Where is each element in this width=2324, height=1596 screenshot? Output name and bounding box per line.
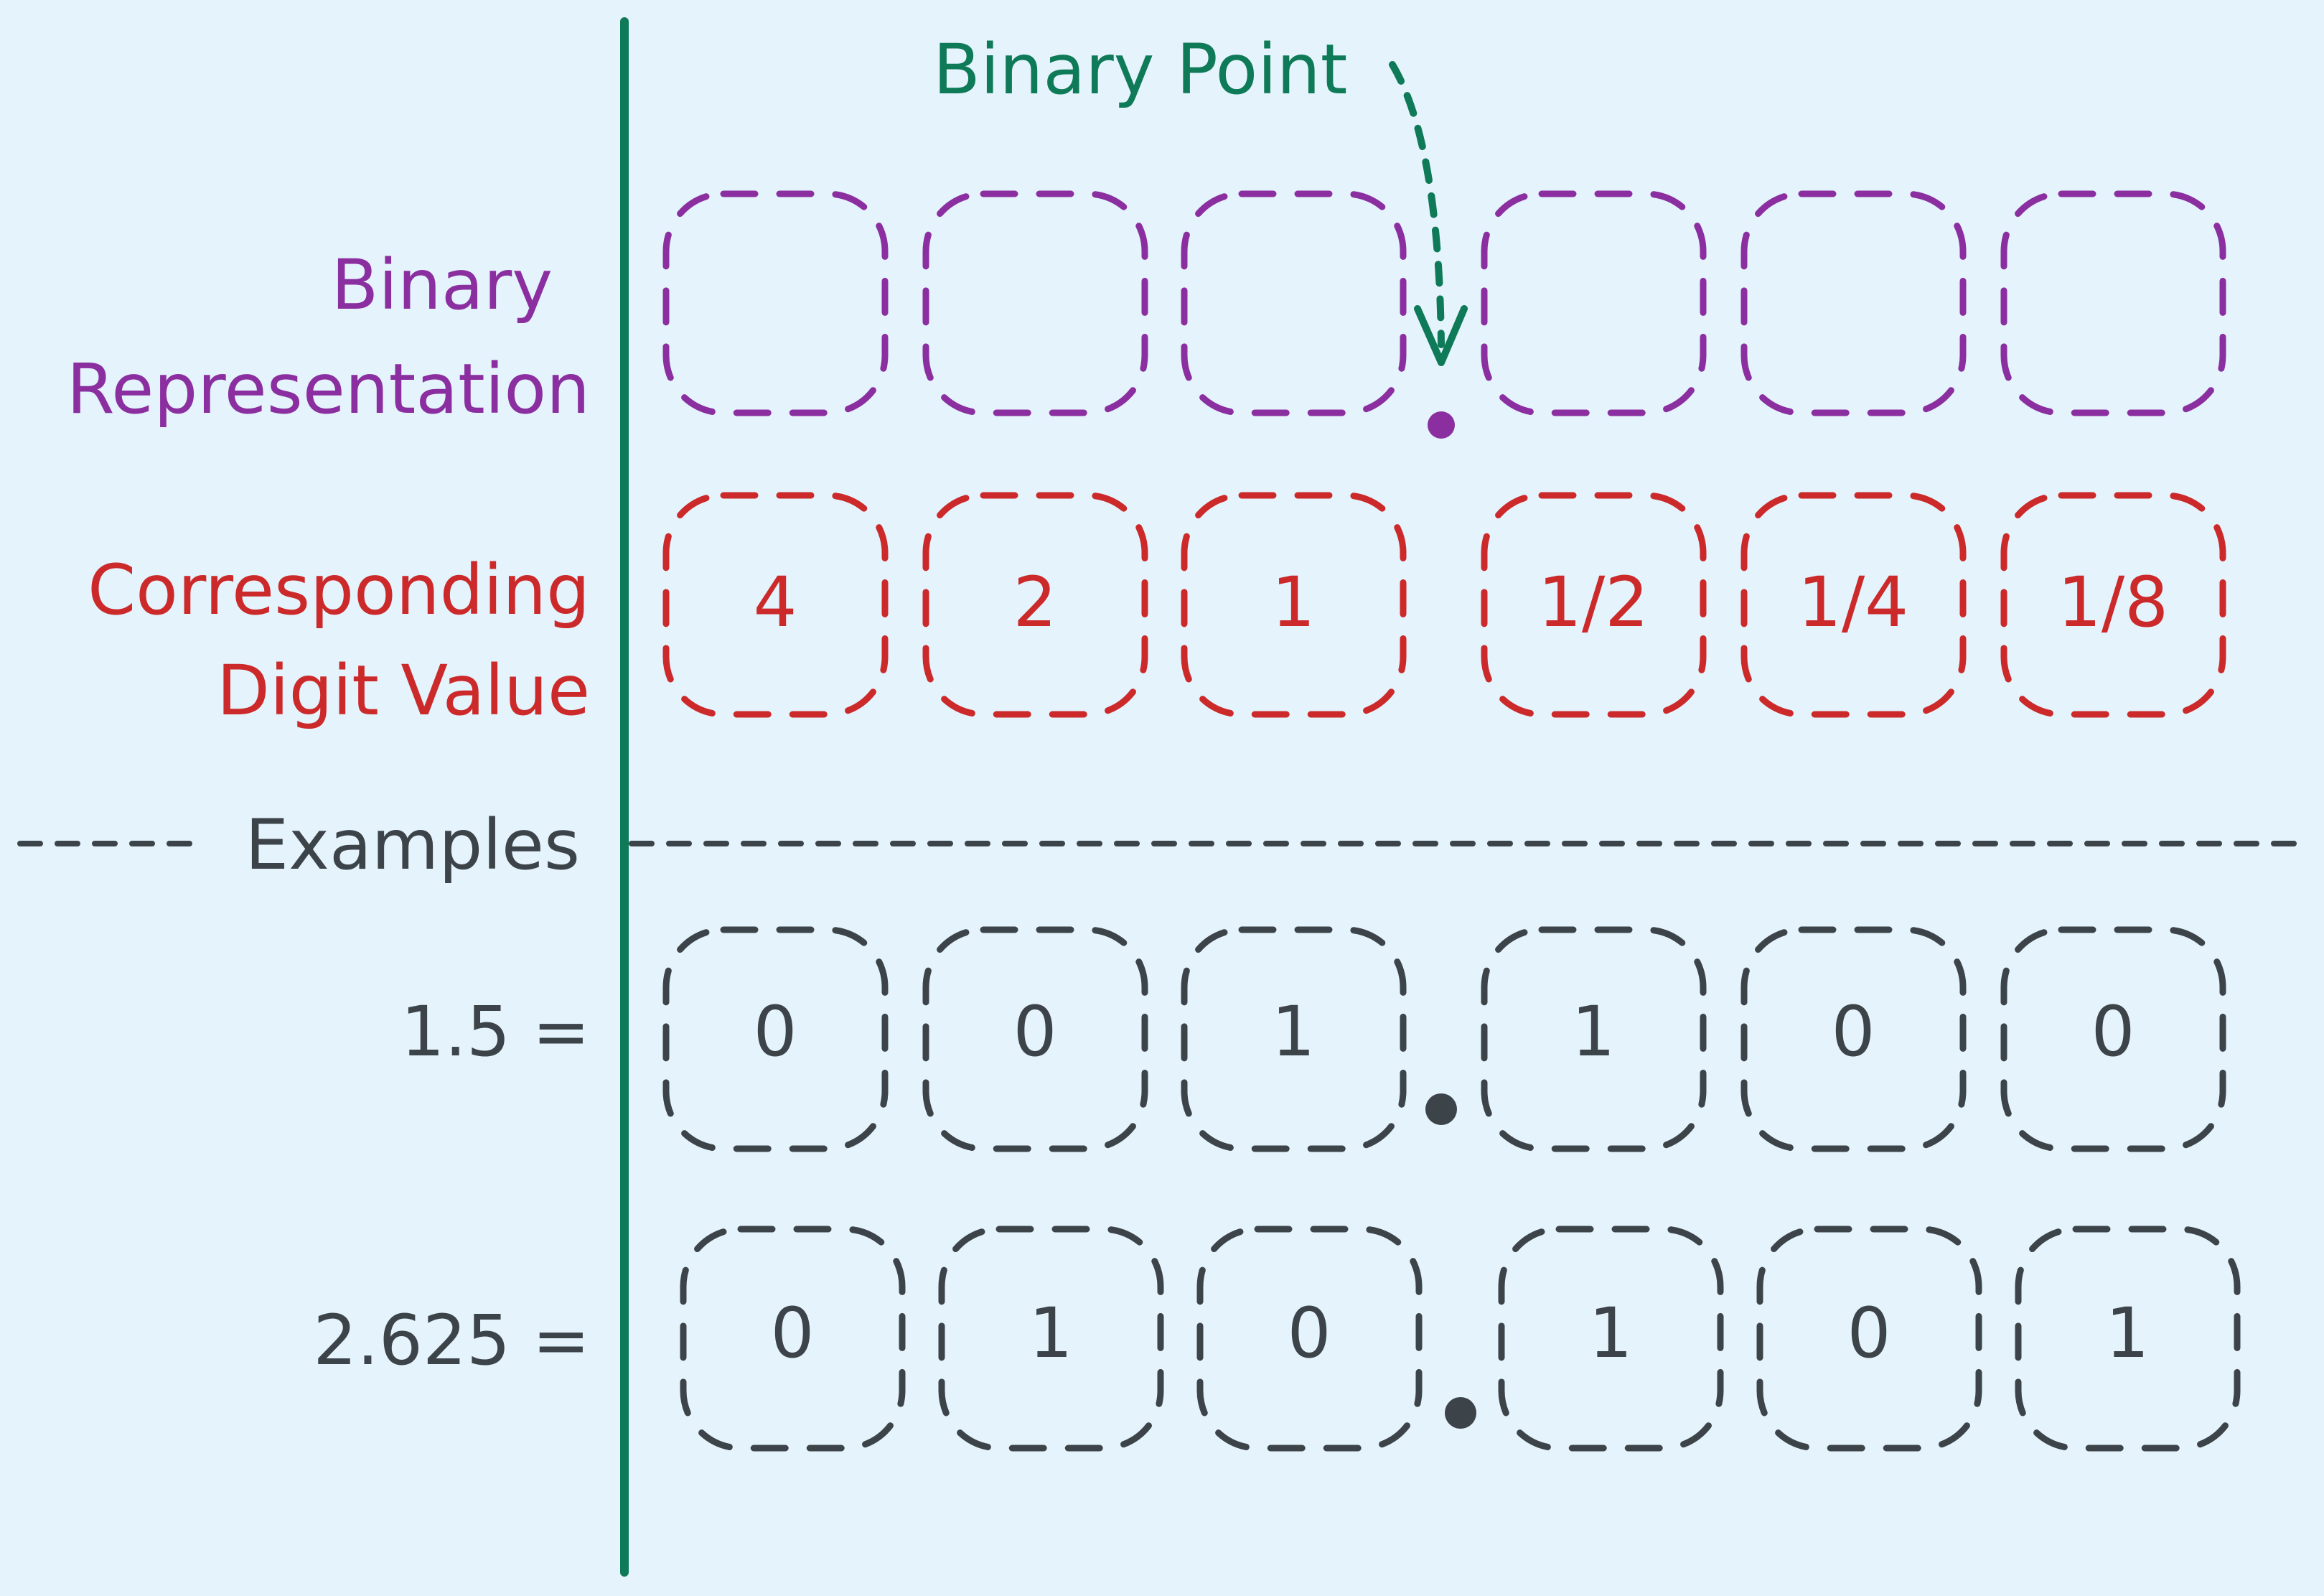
example-2-digit: 0	[1287, 1293, 1331, 1373]
digit-value-row: 4 2 1 1/2 1/4 1/8	[662, 492, 2226, 718]
digit-value-label-line-2: Digit Value	[217, 650, 590, 731]
digit-value-text: 1/2	[1538, 562, 1649, 643]
representation-label-line-1: Binary	[332, 245, 553, 325]
representation-row	[662, 190, 2226, 439]
representation-cell	[2000, 190, 2226, 416]
digit-value-text: 1	[1271, 562, 1315, 643]
digit-value-cell	[662, 492, 889, 718]
digit-value-cell	[1181, 492, 1407, 718]
example-1-digit: 1	[1271, 991, 1315, 1072]
example-2-row: 0 1 0 1 0 1	[680, 1226, 2241, 1452]
example-1-digit: 1	[1571, 991, 1615, 1072]
example-2-digit: 1	[2105, 1293, 2149, 1373]
example-1-label: 1.5 =	[400, 991, 590, 1072]
example-1-digit: 0	[2091, 991, 2135, 1072]
digit-value-text: 4	[753, 562, 797, 643]
binary-point-arrow	[1389, 61, 1445, 348]
digit-value-cell	[1481, 492, 1707, 718]
example-2-digit: 1	[1029, 1293, 1072, 1373]
digit-value-cell	[2000, 492, 2226, 718]
digit-value-text: 1/8	[2058, 562, 2169, 643]
representation-binary-point	[1428, 411, 1455, 439]
digit-value-label-line-1: Corresponding	[88, 550, 590, 630]
example-1-cell	[1181, 926, 1407, 1152]
representation-label-line-2: Representation	[67, 349, 590, 429]
example-1-binary-point	[1425, 1093, 1457, 1125]
example-2-cell	[1756, 1226, 1982, 1452]
example-2-cell	[1498, 1226, 1724, 1452]
example-2-digit: 0	[770, 1293, 814, 1373]
digit-value-text: 1/4	[1798, 562, 1909, 643]
example-2-cell	[680, 1226, 906, 1452]
example-1-cell	[662, 926, 889, 1152]
digit-value-cell	[922, 492, 1148, 718]
example-1-digit: 0	[1831, 991, 1875, 1072]
example-2-digit: 1	[1588, 1293, 1632, 1373]
digit-value-text: 2	[1013, 562, 1056, 643]
example-1-cell	[1740, 926, 1967, 1152]
example-1-row: 0 0 1 1 0 0	[662, 926, 2226, 1152]
example-1-cell	[922, 926, 1148, 1152]
example-2-cell	[1196, 1226, 1423, 1452]
representation-cell	[922, 190, 1148, 416]
representation-cell	[1740, 190, 1967, 416]
digit-value-cell	[1740, 492, 1967, 718]
examples-header: Examples	[245, 805, 581, 885]
example-2-label: 2.625 =	[313, 1300, 590, 1381]
binary-point-label: Binary Point	[933, 29, 1347, 110]
example-2-cell	[938, 1226, 1164, 1452]
representation-cell	[1181, 190, 1407, 416]
example-2-binary-point	[1445, 1397, 1476, 1429]
example-1-cell	[2000, 926, 2226, 1152]
binary-point-arrowhead	[1414, 305, 1468, 366]
example-2-digit: 0	[1847, 1293, 1890, 1373]
example-1-cell	[1481, 926, 1707, 1152]
example-1-digit: 0	[1013, 991, 1056, 1072]
representation-cell	[1481, 190, 1707, 416]
example-2-cell	[2015, 1226, 2241, 1452]
example-1-digit: 0	[753, 991, 797, 1072]
representation-cell	[662, 190, 889, 416]
